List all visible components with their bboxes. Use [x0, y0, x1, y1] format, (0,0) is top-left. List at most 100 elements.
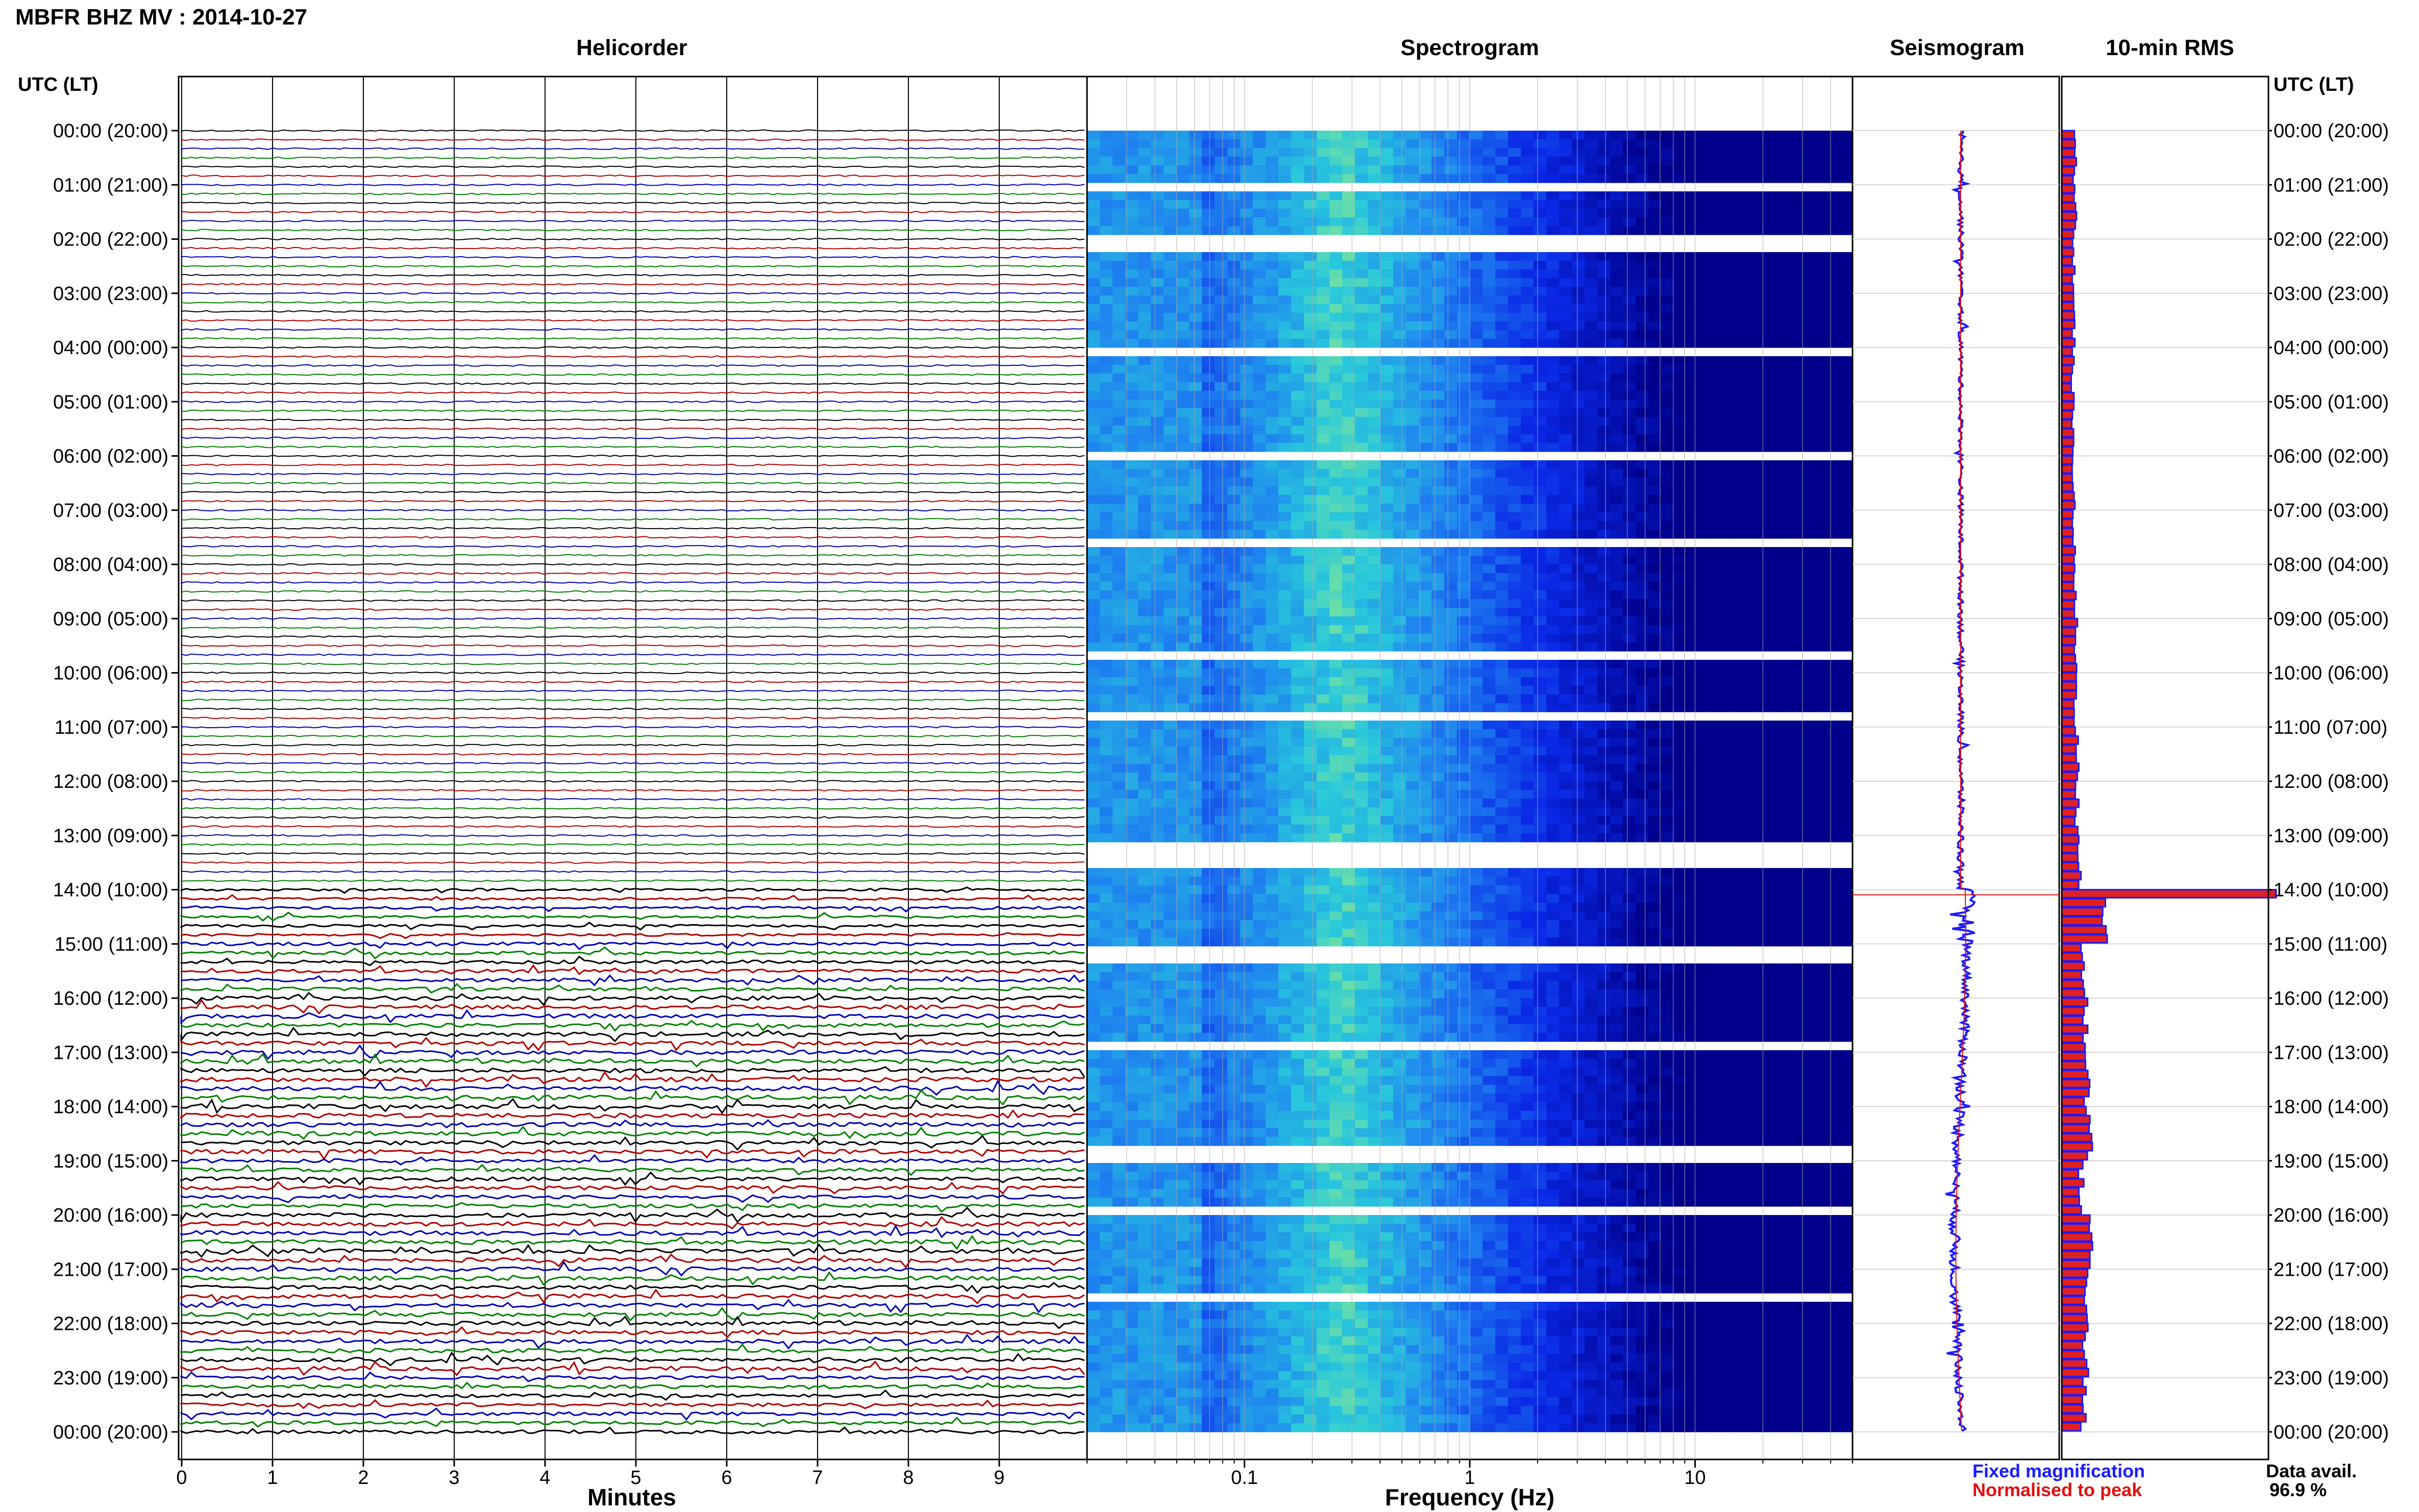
spectrogram-cell: [1266, 443, 1279, 452]
spectrogram-cell: [1176, 894, 1190, 903]
spectrogram-cell: [1368, 816, 1381, 825]
spectrogram-cell: [1368, 642, 1381, 652]
spectrogram-cell: [1585, 434, 1598, 443]
spectrogram-cell: [1304, 668, 1317, 678]
spectrogram-cell: [1419, 530, 1432, 539]
helicorder-trace: [180, 1243, 1085, 1258]
spectrogram-cell: [1508, 321, 1521, 331]
spectrogram-cell: [1495, 443, 1509, 452]
spectrogram-cell: [1495, 460, 1509, 469]
spectrogram-cell: [1789, 295, 1802, 305]
spectrogram-cell: [1368, 504, 1381, 513]
spectrogram-cell: [1380, 174, 1394, 183]
spectrogram-cell: [1712, 703, 1725, 712]
spectrogram-cell: [1151, 512, 1164, 522]
spectrogram-cell: [1266, 226, 1279, 235]
helicorder-trace: [181, 581, 1085, 584]
spectrogram-cell: [1597, 261, 1611, 270]
spectrogram-cell: [1623, 660, 1636, 669]
spectrogram-cell: [1215, 139, 1228, 148]
spectrogram-cell: [1687, 278, 1700, 287]
spectrogram-cell: [1304, 799, 1317, 808]
spectrogram-cell: [1648, 469, 1662, 478]
spectrogram-cell: [1750, 304, 1764, 313]
spectrogram-cell: [1317, 695, 1330, 704]
spectrogram-cell: [1444, 642, 1458, 652]
spectrogram-cell: [1508, 634, 1521, 643]
spectrogram-cell: [1585, 321, 1598, 331]
spectrogram-cell: [1559, 252, 1572, 261]
spectrogram-cell: [1623, 139, 1636, 148]
spectrogram-cell: [1278, 469, 1292, 478]
spectrogram-cell: [1495, 408, 1509, 417]
spectrogram-cell: [1457, 721, 1470, 730]
spectrogram-cell: [1240, 703, 1253, 712]
spectrogram-cell: [1266, 833, 1279, 842]
spectrogram-cell: [1406, 807, 1419, 816]
spectrogram-cell: [1750, 799, 1764, 808]
spectrogram-cell: [1559, 608, 1572, 617]
spectrogram-cell: [1521, 408, 1534, 417]
spectrogram-cell: [1572, 573, 1585, 582]
spectrogram-cell: [1317, 894, 1330, 903]
spectrogram-cell: [1559, 330, 1572, 339]
spectrogram-cell: [1470, 278, 1483, 287]
spectrogram-cell: [1125, 625, 1139, 634]
spectrogram-cell: [1483, 877, 1496, 886]
spectrogram-cell: [1380, 460, 1394, 469]
spectrogram-cell: [1380, 790, 1394, 799]
station-title: MBFR BHZ MV : 2014-10-27: [15, 5, 307, 30]
spectrogram-cell: [1521, 764, 1534, 773]
spectrogram-cell: [1176, 903, 1190, 912]
spectrogram-cell: [1801, 165, 1815, 175]
spectrogram-cell: [1814, 434, 1828, 443]
spectrogram-cell: [1483, 504, 1496, 513]
spectrogram-cell: [1087, 321, 1100, 331]
spectrogram-cell: [1138, 278, 1151, 287]
spectrogram-cell: [1138, 547, 1151, 556]
spectrogram-cell: [1610, 382, 1623, 391]
spectrogram-cell: [1597, 252, 1611, 261]
spectrogram-cell: [1597, 313, 1611, 322]
spectrogram-cell: [1304, 556, 1317, 565]
spectrogram-cell: [1687, 261, 1700, 270]
spectrogram-cell: [1457, 599, 1470, 608]
spectrogram-cell: [1189, 721, 1202, 730]
spectrogram-cell: [1546, 139, 1560, 148]
spectrogram-cell: [1495, 781, 1509, 790]
spectrogram-cell: [1444, 512, 1458, 522]
spectrogram-cell: [1278, 599, 1292, 608]
spectrogram-cell: [1814, 209, 1828, 218]
spectrogram-cell: [1495, 616, 1509, 626]
spectrogram-cell: [1304, 616, 1317, 626]
spectrogram-cell: [1750, 530, 1764, 539]
spectrogram-cell: [1431, 721, 1445, 730]
spectrogram-cell: [1342, 304, 1355, 313]
spectrogram-cell: [1495, 738, 1509, 747]
spectrogram-cell: [1508, 677, 1521, 686]
spectrogram-cell: [1789, 157, 1802, 166]
spectrogram-cell: [1355, 590, 1368, 600]
spectrogram-cell: [1521, 374, 1534, 383]
spectrogram-cell: [1291, 478, 1304, 487]
spectrogram-cell: [1470, 217, 1483, 227]
spectrogram-cell: [1406, 287, 1419, 296]
spectrogram-cell: [1202, 556, 1215, 565]
spectrogram-cell: [1189, 174, 1202, 183]
spectrogram-cell: [1827, 139, 1840, 148]
spectrogram-cell: [1164, 382, 1177, 391]
spectrogram-cell: [1291, 816, 1304, 825]
spectrogram-cell: [1725, 512, 1738, 522]
spectrogram-cell: [1176, 269, 1190, 279]
spectrogram-cell: [1457, 729, 1470, 738]
spectrogram-cell: [1738, 773, 1751, 782]
spectrogram-cell: [1431, 773, 1445, 782]
spectrogram-cell: [1776, 408, 1789, 417]
spectrogram-cell: [1495, 321, 1509, 331]
spectrogram-cell: [1789, 512, 1802, 522]
spectrogram-cell: [1215, 911, 1228, 921]
spectrogram-cell: [1521, 695, 1534, 704]
helicorder-trace: [181, 229, 1085, 232]
spectrogram-cell: [1801, 877, 1815, 886]
spectrogram-cell: [1342, 625, 1355, 634]
